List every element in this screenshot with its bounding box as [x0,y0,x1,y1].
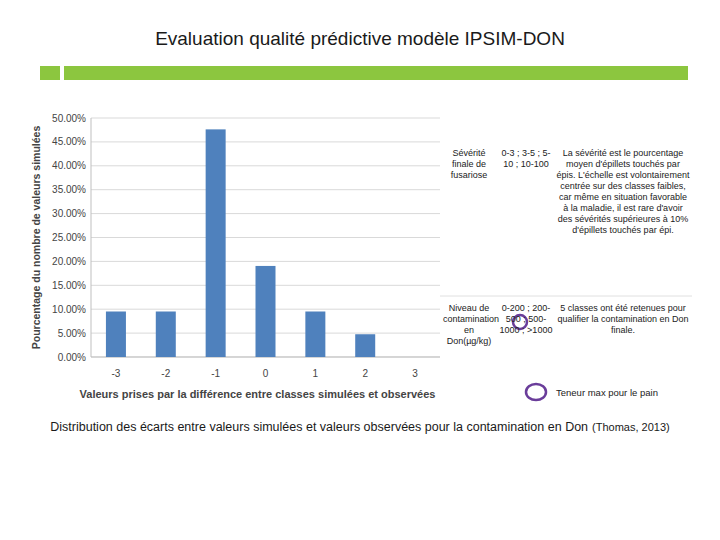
x-axis-title: Valeurs prises par la différence entre c… [80,388,436,400]
table-cell: 5 classes ont été retenues pour qualifie… [556,303,690,336]
x-tick-label: -1 [211,368,220,379]
table-cell: 0-200 ; 200-500 ; 500-1000 ; >1000 [498,303,554,336]
grid-line [91,261,440,262]
header-bar [64,66,688,80]
caption: Distribution des écarts entre valeurs si… [50,420,588,434]
legend-note: Teneur max pour le pain [556,387,658,398]
y-tick-label: 15.00% [52,280,86,291]
x-tick-label: 1 [313,368,319,379]
bar [256,266,276,357]
y-tick-label: 25.00% [52,232,86,243]
table-cell: La sévérité est le pourcentage moyen d'é… [556,148,690,236]
grid-line [91,141,440,142]
x-tick-label: 3 [412,368,418,379]
grid-line [91,118,440,119]
x-tick-label: -3 [111,368,120,379]
x-tick-label: 2 [362,368,368,379]
table-cell: 0-3 ; 3-5 ; 5-10 ; 10-100 [498,148,554,170]
y-tick-label: 20.00% [52,256,86,267]
y-tick-label: 40.00% [52,160,86,171]
bar [355,334,375,357]
y-tick-label: 10.00% [52,304,86,315]
caption-source: (Thomas, 2013) [592,421,670,433]
slide-title: Evaluation qualité prédictive modèle IPS… [0,28,720,50]
bar [405,357,425,358]
y-tick-label: 45.00% [52,136,86,147]
caption-line: Distribution des écarts entre valeurs si… [0,420,720,434]
y-tick-label: 0.00% [58,352,86,363]
y-axis-title: Pourcentage du nombre de valeurs simulée… [30,126,42,350]
x-tick-label: 0 [263,368,269,379]
bar [106,311,126,357]
bar [305,311,325,357]
table-cell: Sévérité finale de fusariose [443,148,495,181]
legend-circle [526,384,546,400]
grid-line [91,189,440,190]
bars [106,129,375,357]
y-tick-label: 5.00% [58,328,86,339]
x-tick-label: -2 [161,368,170,379]
y-axis-line [91,118,92,357]
header-bar [40,66,60,80]
grid-line [91,213,440,214]
bar [156,311,176,357]
table-cell: Niveau de contamination en Don(µg/kg) [443,303,495,347]
y-tick-label: 50.00% [52,113,86,124]
y-tick-label: 35.00% [52,184,86,195]
grid-line [91,165,440,166]
grid-line [91,237,440,238]
slide-canvas: 0.00% 5.00% 10.00% 15.00% 20.00% 25.00% 30.00%… [0,0,720,540]
y-tick-label: 30.00% [52,208,86,219]
bar [206,129,226,357]
table-rule [440,296,692,297]
chart: 0.00% 5.00% 10.00% 15.00% 20.00% 25.00% 30.00%… [52,113,440,363]
